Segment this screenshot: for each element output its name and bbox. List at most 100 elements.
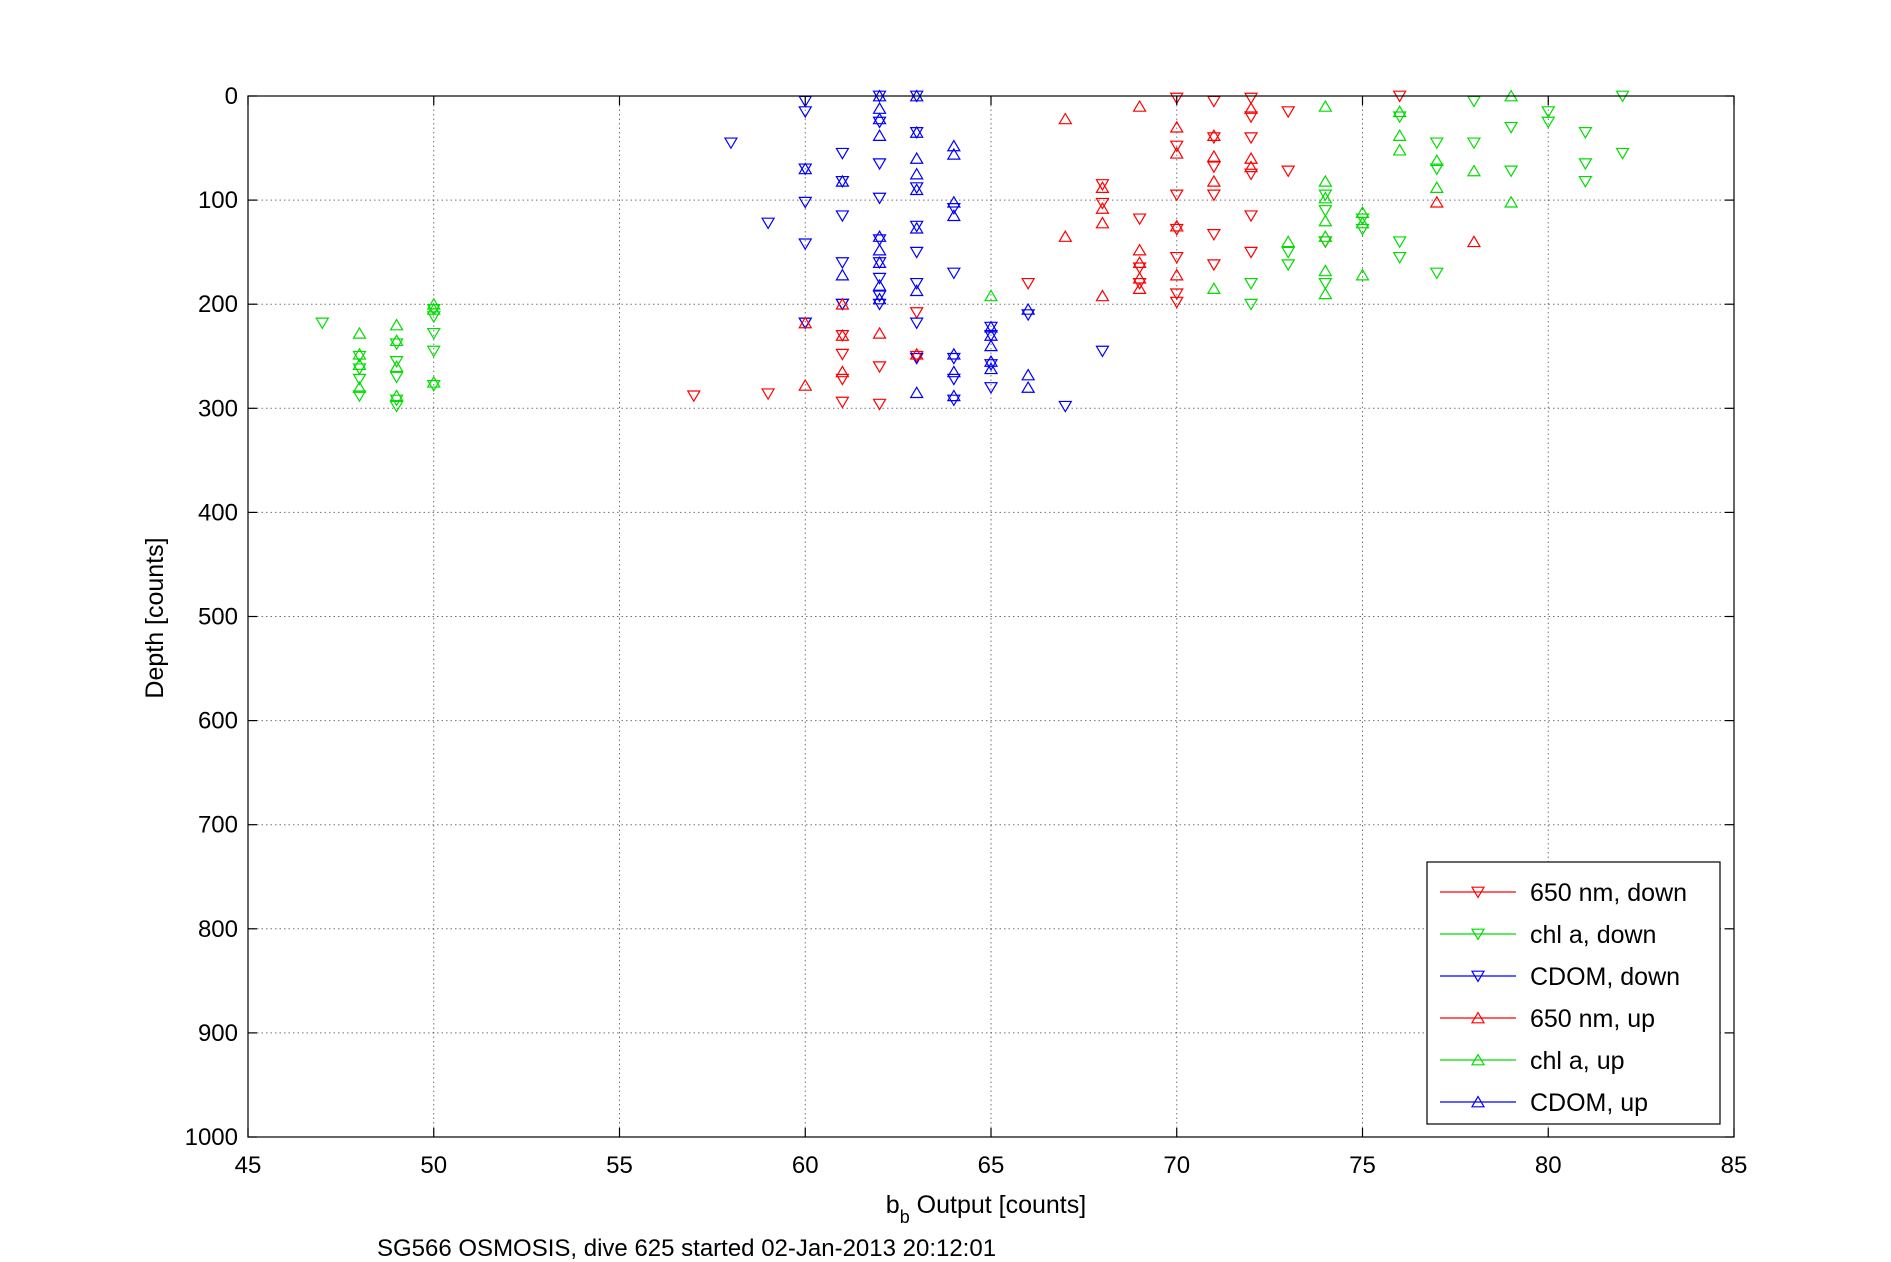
data-point <box>1504 121 1519 134</box>
data-point <box>1095 197 1110 210</box>
data-point <box>798 162 813 175</box>
data-point <box>872 255 887 268</box>
data-point <box>1021 309 1036 322</box>
y-tick-label: 100 <box>198 187 238 214</box>
y-tick-label: 300 <box>198 395 238 422</box>
x-tick-label: 85 <box>1721 1152 1748 1179</box>
data-point <box>1318 236 1333 249</box>
data-point <box>872 398 887 411</box>
data-point <box>835 174 850 187</box>
data-point <box>1355 268 1370 281</box>
data-point <box>1021 380 1036 393</box>
legend-item: CDOM, down <box>1440 963 1680 991</box>
data-point <box>1132 255 1147 268</box>
x-axis-label-subscript: b <box>900 1207 910 1227</box>
legend-marker <box>1470 1053 1486 1066</box>
data-point <box>1206 189 1221 202</box>
data-point <box>1429 153 1444 166</box>
data-point <box>1578 175 1593 188</box>
data-point <box>1281 165 1296 178</box>
data-point <box>1206 259 1221 272</box>
legend-marker <box>1470 928 1486 941</box>
data-point <box>983 382 999 395</box>
data-point <box>1281 235 1296 248</box>
data-point <box>426 375 441 388</box>
data-point <box>835 396 850 409</box>
data-point <box>946 365 961 378</box>
data-point <box>426 302 441 315</box>
data-point <box>426 297 441 310</box>
chart-caption: SG566 OSMOSIS, dive 625 started 02-Jan-2… <box>377 1235 996 1262</box>
data-point <box>1615 147 1630 160</box>
data-point <box>1355 223 1370 236</box>
data-point <box>1318 229 1333 242</box>
grid <box>248 96 1734 1137</box>
y-tick-label: 0 <box>225 83 238 110</box>
legend-box <box>1426 861 1721 1125</box>
data-point <box>389 389 404 402</box>
data-point <box>1578 158 1593 171</box>
data-point <box>761 388 776 401</box>
legend-label: CDOM, up <box>1530 1089 1648 1117</box>
data-point <box>1244 277 1259 290</box>
x-axis-label-b: b <box>886 1191 900 1219</box>
legend: 650 nm, down chl a, down CDOM, down 650 nm,… <box>1426 861 1721 1125</box>
data-point <box>872 128 887 141</box>
data-point <box>1206 149 1221 162</box>
data-point <box>1429 163 1444 176</box>
data-point <box>389 338 404 351</box>
data-point <box>1392 111 1407 124</box>
data-point <box>1466 137 1481 150</box>
data-point <box>909 221 924 234</box>
data-point <box>389 334 404 347</box>
data-point <box>946 209 961 222</box>
data-point <box>1169 140 1184 153</box>
data-point <box>1058 400 1073 413</box>
data-point <box>1169 189 1184 202</box>
data-point <box>909 183 924 196</box>
data-point <box>1392 105 1407 118</box>
data-point <box>1318 174 1333 187</box>
data-point <box>1206 282 1221 294</box>
data-point <box>872 326 887 339</box>
x-tick-label: 50 <box>420 1152 447 1179</box>
data-point <box>1318 277 1333 290</box>
data-point <box>1318 287 1333 300</box>
data-point <box>1095 345 1110 358</box>
data-point <box>872 243 887 256</box>
data-point <box>909 317 924 330</box>
data-point <box>1392 251 1407 264</box>
data-point <box>426 311 441 324</box>
data-point <box>1132 99 1147 112</box>
data-point <box>315 317 330 330</box>
data-point <box>1429 195 1444 208</box>
data-point <box>1244 151 1259 164</box>
data-point <box>1206 132 1221 145</box>
data-point <box>1132 243 1147 256</box>
data-point <box>723 137 738 150</box>
data-point <box>1132 213 1147 226</box>
data-point <box>1541 116 1556 129</box>
data-point <box>1429 267 1444 280</box>
data-point <box>1429 181 1444 194</box>
data-point <box>352 390 367 403</box>
legend-item: CDOM, up <box>1440 1089 1648 1117</box>
legend-marker <box>1470 886 1486 899</box>
data-point <box>1355 216 1370 229</box>
data-point <box>1095 179 1110 192</box>
data-point <box>983 339 999 352</box>
data-point <box>946 373 961 386</box>
data-point <box>1318 191 1333 204</box>
data-point <box>909 167 924 180</box>
data-point <box>872 298 887 311</box>
data-point <box>1244 92 1259 105</box>
data-point <box>1206 161 1221 174</box>
y-tick-label: 1000 <box>185 1124 238 1151</box>
data-point <box>1206 128 1221 141</box>
data-point <box>1169 288 1184 301</box>
y-tick-label: 400 <box>198 499 238 526</box>
data-point <box>983 320 999 333</box>
x-tick-label: 55 <box>606 1152 633 1179</box>
legend-marker <box>1470 970 1486 983</box>
data-point <box>352 373 367 386</box>
